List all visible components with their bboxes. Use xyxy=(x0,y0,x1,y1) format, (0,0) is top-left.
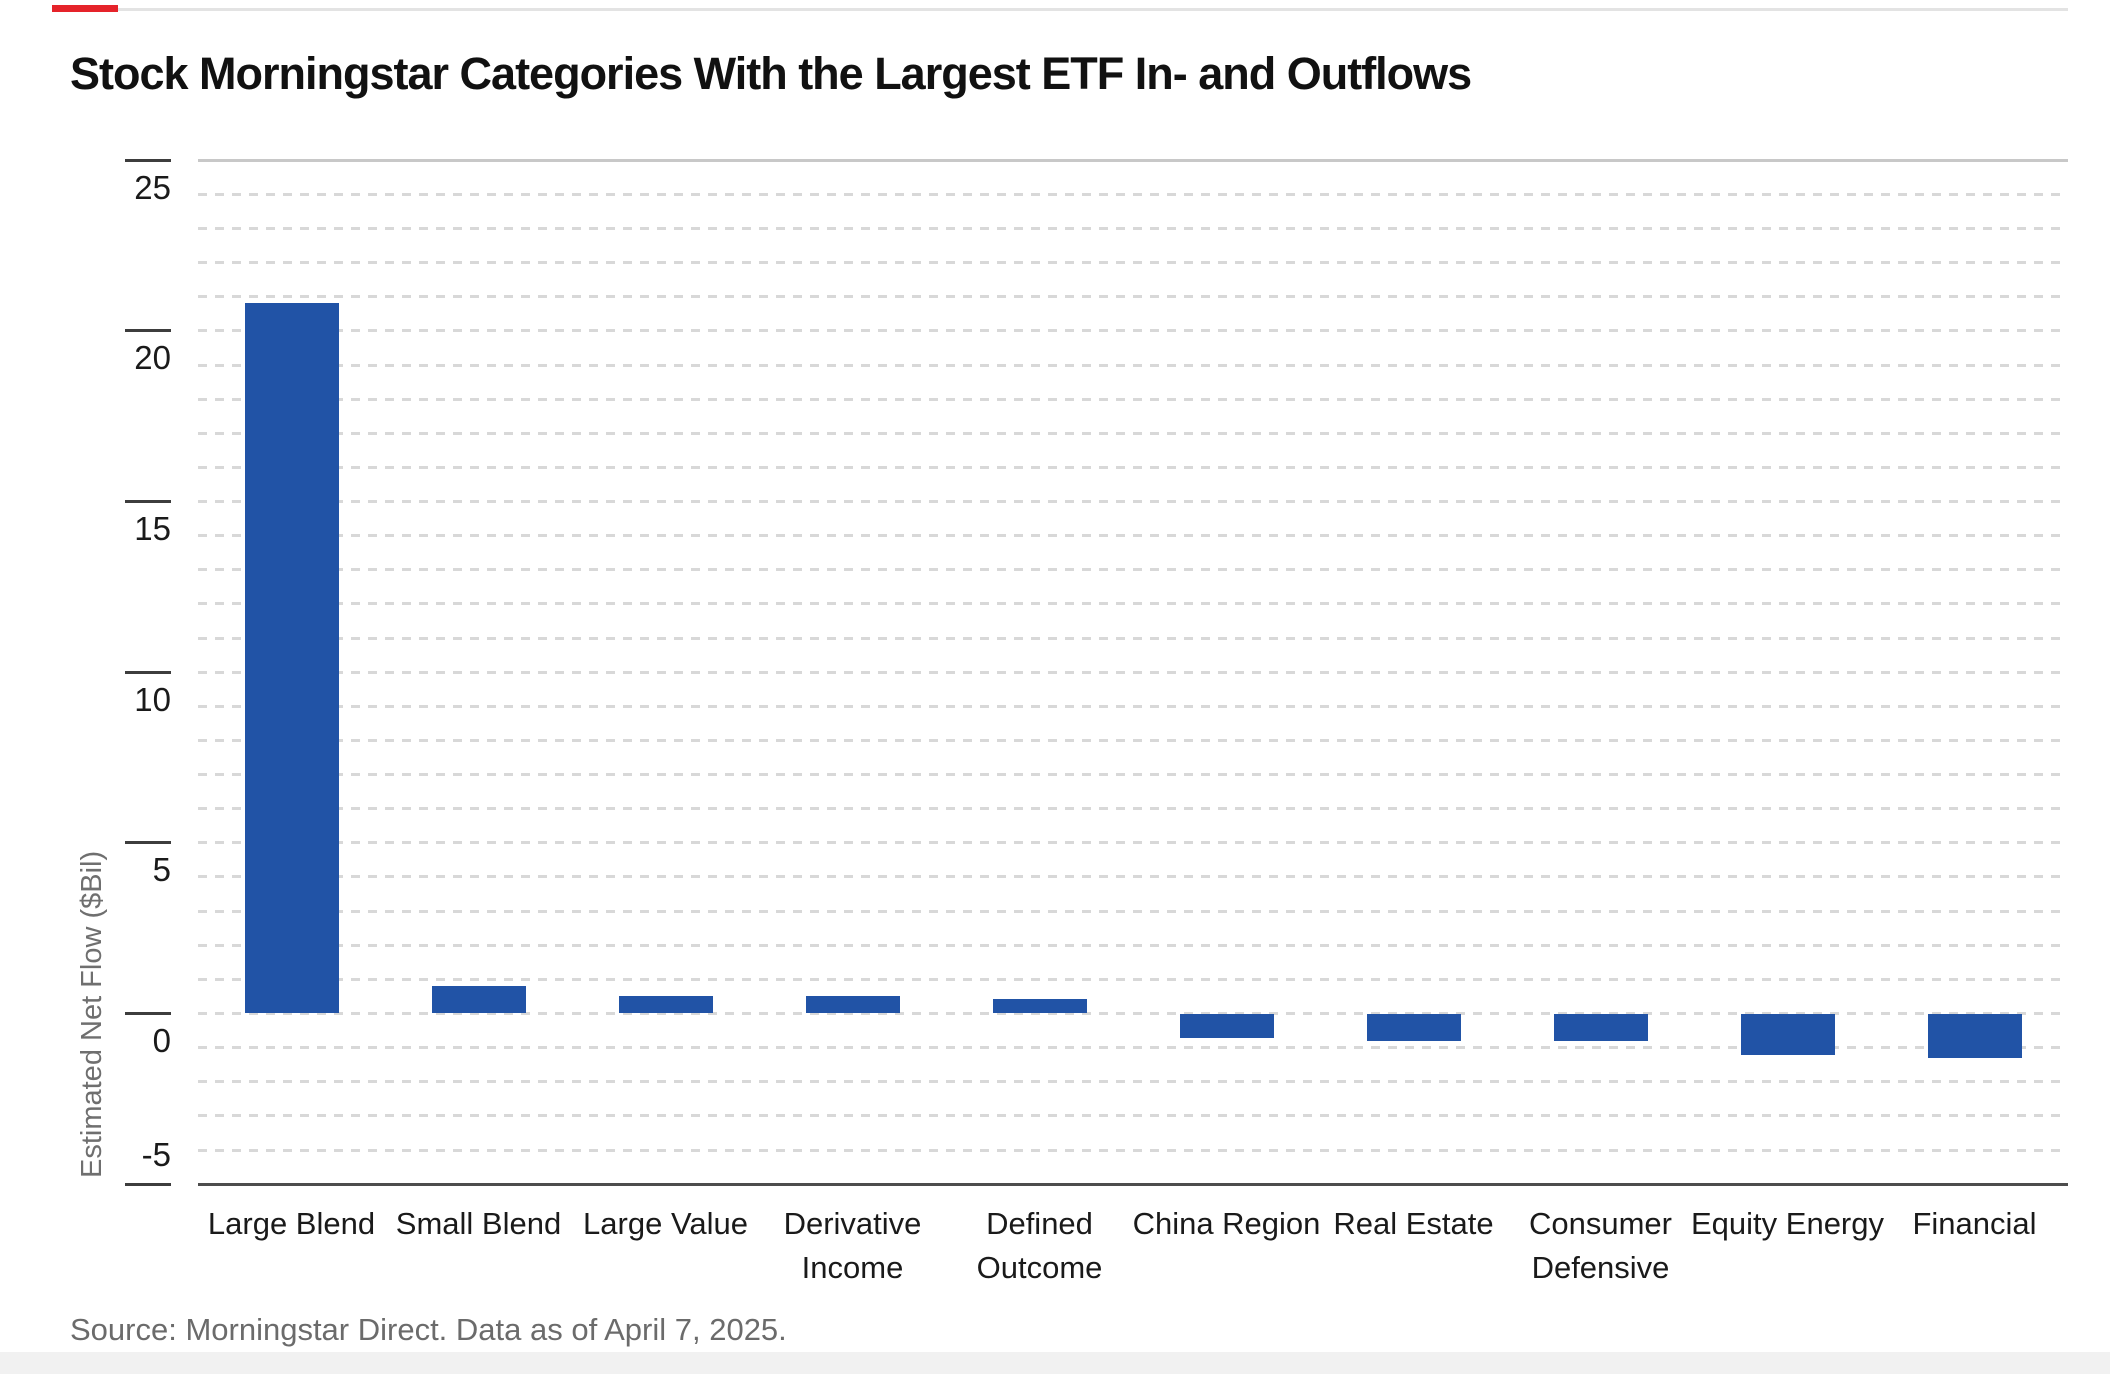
x-label-defined-outcome: Defined Outcome xyxy=(976,1206,1103,1286)
y-gridline-12 xyxy=(198,602,2068,606)
y-gridline--3 xyxy=(198,1114,2068,1118)
y-gridline-4 xyxy=(198,875,2068,879)
bar-financial xyxy=(1927,1014,2022,1059)
brand-accent-dash xyxy=(52,5,118,12)
x-label-real-estate: Real Estate xyxy=(1333,1206,1494,1241)
bar-derivative-income xyxy=(805,995,900,1013)
bar-equity-energy xyxy=(1740,1014,1835,1055)
bar-large-value xyxy=(618,995,713,1013)
bar-small-blend xyxy=(431,985,526,1013)
y-tick-mark-0 xyxy=(125,1012,171,1015)
y-gridline-16 xyxy=(198,465,2068,469)
x-label-large-value: Large Value xyxy=(583,1206,748,1241)
y-tick-label-15: 15 xyxy=(134,510,171,548)
x-label-china-region: China Region xyxy=(1132,1206,1321,1241)
y-gridline--4 xyxy=(198,1148,2068,1152)
bar-real-estate xyxy=(1366,1014,1461,1042)
y-gridline-17 xyxy=(198,431,2068,435)
bar-china-region xyxy=(1179,1014,1274,1038)
y-gridline-21 xyxy=(198,295,2068,299)
y-tick-mark-25 xyxy=(125,158,171,162)
y-tick-label-5: 5 xyxy=(152,851,171,889)
y-tick-label-25: 25 xyxy=(134,168,171,206)
y-gridline--2 xyxy=(198,1080,2068,1084)
y-tick-label-10: 10 xyxy=(134,680,171,718)
footer-strip xyxy=(0,1352,2110,1374)
y-gridline-10 xyxy=(198,670,2068,674)
x-label-equity-energy: Equity Energy xyxy=(1691,1206,1884,1241)
x-axis-line xyxy=(198,1182,2068,1186)
y-tick-mark-10 xyxy=(125,670,171,674)
x-label-small-blend: Small Blend xyxy=(395,1206,562,1241)
bar-defined-outcome xyxy=(992,999,1087,1013)
y-gridline-8 xyxy=(198,738,2068,742)
y-tick-label-20: 20 xyxy=(134,339,171,377)
y-tick-mark-20 xyxy=(125,329,171,333)
y-tick-label-0: 0 xyxy=(152,1022,171,1059)
y-gridline-18 xyxy=(198,397,2068,401)
y-tick-mark-15 xyxy=(125,500,171,504)
y-gridline-0 xyxy=(198,1012,2068,1015)
y-tick-mark--5 xyxy=(125,1182,171,1186)
y-gridline-13 xyxy=(198,568,2068,572)
y-gridline-6 xyxy=(198,807,2068,811)
source-note: Source: Morningstar Direct. Data as of A… xyxy=(70,1312,787,1347)
x-label-financial: Financial xyxy=(1912,1206,2037,1241)
y-gridline-15 xyxy=(198,500,2068,504)
y-gridline-19 xyxy=(198,363,2068,367)
y-gridline-14 xyxy=(198,534,2068,538)
bar-large-blend xyxy=(244,303,339,1013)
y-gridline-9 xyxy=(198,704,2068,708)
y-gridline-1 xyxy=(198,977,2068,981)
y-gridline-23 xyxy=(198,227,2068,230)
y-gridline-11 xyxy=(198,636,2068,640)
top-rule-line xyxy=(118,8,2068,11)
chart-title: Stock Morningstar Categories With the La… xyxy=(70,48,1472,99)
y-gridline--1 xyxy=(198,1046,2068,1050)
x-label-large-blend: Large Blend xyxy=(207,1206,376,1241)
y-tick-mark-5 xyxy=(125,841,171,845)
x-label-derivative-income: Derivative Income xyxy=(783,1206,922,1286)
y-gridline-5 xyxy=(198,841,2068,845)
plot-top-border xyxy=(198,158,2068,162)
y-gridline-20 xyxy=(198,329,2068,333)
y-gridline-24 xyxy=(198,192,2068,196)
y-gridline-7 xyxy=(198,773,2068,777)
y-gridline-3 xyxy=(198,909,2068,913)
y-tick-label--5: -5 xyxy=(141,1135,171,1173)
y-gridline-22 xyxy=(198,261,2068,265)
bar-consumer-defensive xyxy=(1553,1014,1648,1042)
x-label-consumer-defensive: Consumer Defensive xyxy=(1529,1206,1672,1286)
y-gridline-2 xyxy=(198,943,2068,947)
